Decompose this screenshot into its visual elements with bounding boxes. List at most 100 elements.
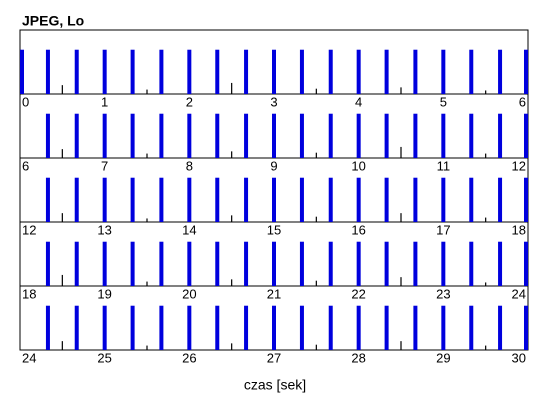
- x-tick-label: 25: [97, 350, 111, 365]
- packet-bar: [400, 277, 402, 286]
- frame-bar: [159, 305, 164, 350]
- packet-bar: [61, 149, 63, 158]
- frame-bar: [187, 241, 192, 286]
- frame-bar: [102, 113, 107, 158]
- frame-bar: [328, 177, 333, 222]
- x-tick-label: 24: [22, 350, 36, 365]
- packet-bar: [231, 215, 233, 222]
- x-tick-label: 20: [182, 286, 196, 301]
- chart-title: JPEG, Lo: [22, 13, 84, 29]
- frame-bar: [498, 49, 503, 94]
- frame-bar: [187, 49, 192, 94]
- frame-bar: [441, 177, 446, 222]
- frame-bar: [413, 305, 418, 350]
- x-tick-label: 14: [182, 222, 196, 237]
- frame-bar: [498, 241, 503, 286]
- packet-bar: [146, 218, 148, 222]
- packet-bar: [400, 213, 402, 222]
- packet-bar: [485, 282, 487, 286]
- frame-bar: [469, 49, 474, 94]
- packet-bar: [61, 341, 63, 350]
- frame-bar: [159, 241, 164, 286]
- frame-bar: [469, 113, 474, 158]
- frame-bar: [244, 113, 249, 158]
- frame-bar: [102, 305, 107, 350]
- frame-bar: [272, 305, 276, 350]
- frame-bar: [74, 241, 79, 286]
- frame-bar: [356, 241, 361, 286]
- packet-bar: [315, 280, 317, 286]
- packet-bar: [231, 343, 233, 350]
- frame-bar: [356, 113, 361, 158]
- packet-bar: [315, 88, 317, 94]
- packet-bar: [400, 146, 402, 158]
- frame-bar: [356, 49, 361, 94]
- x-tick-label: 5: [440, 94, 447, 109]
- frame-bar: [384, 177, 389, 222]
- frame-bar: [498, 113, 503, 158]
- x-tick-label: 8: [186, 158, 193, 173]
- x-tick-label: 11: [437, 158, 451, 173]
- frame-bar: [413, 177, 418, 222]
- packet-bar: [400, 341, 402, 350]
- x-tick-label: 13: [97, 222, 111, 237]
- frame-bar: [130, 177, 135, 222]
- frame-bar: [441, 113, 446, 158]
- x-axis-label: czas [sek]: [244, 377, 306, 393]
- frame-bar: [524, 177, 528, 222]
- frame-bar: [272, 177, 276, 222]
- x-tick-label: 19: [97, 286, 111, 301]
- frame-bar: [272, 113, 276, 158]
- x-tick-label: 26: [182, 350, 196, 365]
- packet-bar: [231, 279, 233, 286]
- frame-bar: [102, 177, 107, 222]
- frame-bar: [187, 113, 192, 158]
- frame-bar: [384, 241, 389, 286]
- frame-bar: [299, 177, 304, 222]
- frame-bar: [384, 113, 389, 158]
- x-tick-label: 28: [351, 350, 365, 365]
- frame-bar: [74, 177, 79, 222]
- packet-bar: [485, 153, 487, 158]
- frame-bar: [299, 305, 304, 350]
- packet-bar: [485, 217, 487, 222]
- frame-bar: [74, 49, 79, 94]
- frame-bar: [187, 177, 192, 222]
- frame-bar: [384, 305, 389, 350]
- frame-bar: [215, 305, 220, 350]
- x-tick-label: 0: [22, 94, 29, 109]
- packet-bar: [146, 281, 148, 286]
- frame-bar: [469, 177, 474, 222]
- frame-bar: [215, 241, 220, 286]
- frame-bar: [272, 49, 276, 94]
- packet-bar: [231, 151, 233, 158]
- frame-bar: [441, 49, 446, 94]
- frame-bar: [45, 49, 50, 94]
- frame-bar: [356, 177, 361, 222]
- frame-bar: [272, 241, 276, 286]
- frame-bar: [498, 305, 503, 350]
- frame-bar: [469, 241, 474, 286]
- frame-bar: [45, 113, 50, 158]
- frame-bar: [328, 49, 333, 94]
- frame-bar: [74, 305, 79, 350]
- x-tick-label: 27: [267, 350, 281, 365]
- frame-bar: [130, 113, 135, 158]
- frame-bar: [328, 113, 333, 158]
- packet-bar: [61, 213, 63, 222]
- frame-bar: [384, 49, 389, 94]
- x-tick-label: 16: [351, 222, 365, 237]
- frame-bar: [45, 177, 50, 222]
- packet-bar: [315, 216, 317, 222]
- frame-bar: [130, 305, 135, 350]
- frame-bar: [74, 113, 79, 158]
- frame-bar: [159, 113, 164, 158]
- frame-bar: [187, 305, 192, 350]
- frame-bar: [215, 177, 220, 222]
- x-tick-label: 10: [351, 158, 365, 173]
- frame-bar: [413, 49, 418, 94]
- frame-bar: [244, 177, 249, 222]
- frame-bar: [524, 241, 528, 286]
- packet-bar: [485, 90, 487, 94]
- frame-bar: [130, 241, 135, 286]
